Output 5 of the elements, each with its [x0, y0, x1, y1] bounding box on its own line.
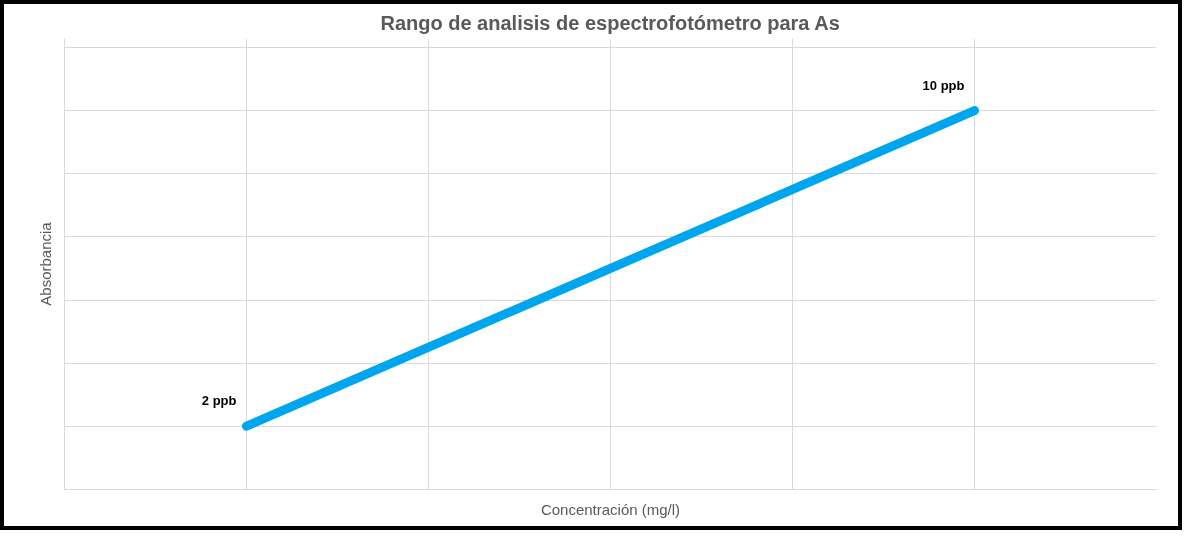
- y-axis-title: Absorbancia: [36, 221, 54, 306]
- chart-title: Rango de analisis de espectrofotómetro para As: [380, 11, 840, 34]
- annotation: 2 ppb: [201, 393, 237, 409]
- x-axis-title: Concentración (mg/l): [540, 500, 681, 518]
- text: 10 ppb: [922, 77, 965, 93]
